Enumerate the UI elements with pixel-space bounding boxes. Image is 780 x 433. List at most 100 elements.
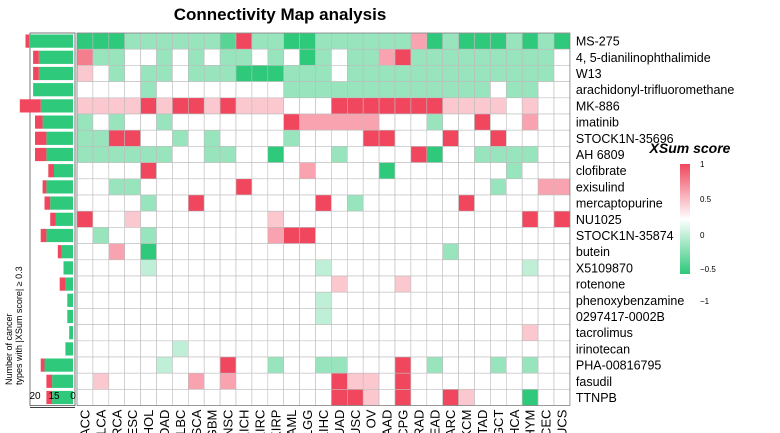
cell-x5109870-ov: [362, 259, 380, 277]
cell-butein-thym: [521, 243, 539, 261]
cell-nu1025-thca: [505, 210, 523, 228]
col-label-prad: PRAD: [411, 410, 426, 433]
cell-ah-6809-prad: [410, 146, 428, 163]
cell-ms-275-luad: [331, 32, 348, 50]
cell-ah-6809-esca: [188, 146, 205, 163]
cell-phenoxybenzamine-cesc: [124, 291, 141, 309]
cell-phenoxybenzamine-lusc: [346, 291, 364, 309]
cell-ah-6809-kirc: [251, 146, 269, 163]
cell-butein-skcm: [458, 243, 475, 261]
cell-ah-6809-thym: [521, 146, 539, 163]
cell-arachidonyl-trifluoromethane-luad: [331, 81, 348, 99]
cell-imatinib-paad: [378, 113, 396, 131]
cell-mk-886-tgct: [490, 97, 507, 115]
cell-nu1025-pcpg: [394, 210, 412, 228]
cell-rotenone-luad: [331, 275, 348, 293]
cell-ah-6809-sarc: [442, 146, 459, 163]
cell-x5109870-skcm: [458, 259, 475, 277]
cell-exisulind-luad: [331, 178, 348, 196]
cell-0297417-0002b-thca: [505, 308, 523, 325]
cell-clofibrate-ucs: [553, 162, 571, 180]
cell-imatinib-ucs: [553, 113, 571, 131]
cell-tacrolimus-pcpg: [394, 324, 412, 342]
cell-0297417-0002b-luad: [331, 308, 348, 325]
legend-title: XSum score: [649, 140, 731, 156]
cell-mercaptopurine-lusc: [346, 194, 364, 212]
cell-imatinib-lgg: [299, 113, 316, 131]
cell-imatinib-lihc: [315, 113, 332, 131]
cell-arachidonyl-trifluoromethane-chol: [140, 81, 157, 99]
cell-4-5-dianilinophthalimide-hnsc: [219, 48, 237, 66]
cell-mk-886-kirp: [267, 97, 284, 115]
cell-fasudil-read: [426, 372, 443, 390]
bar-positive-w13: [33, 66, 39, 81]
cell-clofibrate-coad: [156, 162, 173, 180]
cell-clofibrate-skcm: [458, 162, 475, 180]
cell-stock1n-35874-tgct: [490, 227, 507, 244]
cell-stock1n-35874-cesc: [124, 227, 141, 244]
cell-ms-275-ucec: [537, 32, 555, 50]
cell-arachidonyl-trifluoromethane-lihc: [315, 81, 332, 99]
cell-4-5-dianilinophthalimide-ucec: [537, 48, 555, 66]
cell-w13-ov: [362, 65, 380, 82]
cell-4-5-dianilinophthalimide-thca: [505, 48, 523, 66]
row-label-stock1n-35874: STOCK1N-35874: [576, 229, 674, 243]
cell-ah-6809-stad: [474, 146, 491, 163]
cell-irinotecan-lgg: [299, 340, 316, 358]
cell-arachidonyl-trifluoromethane-acc: [76, 81, 94, 99]
cell-mercaptopurine-hnsc: [219, 194, 237, 212]
cell-butein-gbm: [203, 243, 221, 261]
cell-butein-blca: [92, 243, 110, 261]
cell-w13-sarc: [442, 65, 459, 82]
cell-mercaptopurine-tgct: [490, 194, 507, 212]
cell-stock1n-35874-kirp: [267, 227, 284, 244]
cell-mk-886-brca: [108, 97, 126, 115]
cell-pha-00816795-brca: [108, 356, 126, 374]
cell-clofibrate-kirp: [267, 162, 284, 180]
cell-fasudil-lusc: [346, 372, 364, 390]
row-label-ms-275: MS-275: [576, 35, 620, 49]
cell-ms-275-coad: [156, 32, 173, 50]
cell-irinotecan-kirc: [251, 340, 269, 358]
cell-ah-6809-cesc: [124, 146, 141, 163]
cell-x5109870-blca: [92, 259, 110, 277]
col-label-ucs: UCS: [554, 409, 569, 433]
bar-positive-butein: [57, 245, 62, 259]
cell-ms-275-ov: [362, 32, 380, 50]
cell-exisulind-kirc: [251, 178, 269, 196]
cell-butein-ov: [362, 243, 380, 261]
cell-nu1025-kich: [235, 210, 253, 228]
cell-exisulind-lgg: [299, 178, 316, 196]
cell-arachidonyl-trifluoromethane-skcm: [458, 81, 475, 99]
cell-clofibrate-hnsc: [219, 162, 237, 180]
cell-ms-275-read: [426, 32, 443, 50]
cell-exisulind-hnsc: [219, 178, 237, 196]
cell-clofibrate-thym: [521, 162, 539, 180]
cell-w13-dlbc: [172, 65, 189, 82]
cell-stock1n-35696-ov: [362, 129, 380, 147]
cell-tacrolimus-ucs: [553, 324, 571, 342]
cell-tacrolimus-tgct: [490, 324, 507, 342]
cell-butein-kirp: [267, 243, 284, 261]
cell-phenoxybenzamine-tgct: [490, 291, 507, 309]
cell-stock1n-35696-cesc: [124, 129, 141, 147]
row-label-stock1n-35696: STOCK1N-35696: [576, 132, 674, 146]
cell-pha-00816795-esca: [188, 356, 205, 374]
cell-w13-lusc: [346, 65, 364, 82]
cell-w13-lgg: [299, 65, 316, 82]
cell-tacrolimus-thca: [505, 324, 523, 342]
cell-phenoxybenzamine-thym: [521, 291, 539, 309]
cell-w13-gbm: [203, 65, 221, 82]
bar-negative-4-5-dianilinophthalimide: [38, 50, 73, 64]
cell-irinotecan-chol: [140, 340, 157, 358]
cell-irinotecan-cesc: [124, 340, 141, 358]
cell-irinotecan-paad: [378, 340, 396, 358]
cell-irinotecan-lusc: [346, 340, 364, 358]
cell-ms-275-thym: [521, 32, 539, 50]
cell-0297417-0002b-lihc: [315, 308, 332, 325]
color-legend: XSum score 1 0.5 0 −0.5 −1: [649, 140, 731, 306]
cell-arachidonyl-trifluoromethane-kirp: [267, 81, 284, 99]
cell-mercaptopurine-laml: [283, 194, 300, 212]
col-label-laml: LAML: [284, 410, 299, 433]
cell-butein-read: [426, 243, 443, 261]
